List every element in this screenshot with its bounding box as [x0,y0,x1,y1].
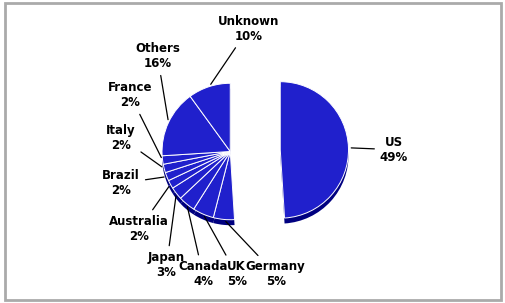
Text: Others
16%: Others 16% [135,42,180,120]
Wedge shape [165,157,230,186]
Text: Brazil
2%: Brazil 2% [102,169,164,197]
Wedge shape [193,157,230,223]
Wedge shape [213,157,234,225]
Wedge shape [168,152,230,188]
Wedge shape [165,152,230,181]
Wedge shape [162,157,230,170]
Wedge shape [162,102,230,161]
Wedge shape [280,82,348,218]
Wedge shape [180,152,230,209]
Wedge shape [280,87,348,224]
Wedge shape [163,157,230,178]
Text: Canada
4%: Canada 4% [178,207,227,288]
Text: UK
5%: UK 5% [204,217,246,288]
Wedge shape [163,152,230,173]
Text: Germany
5%: Germany 5% [225,221,305,288]
Wedge shape [193,152,230,218]
Wedge shape [172,152,230,198]
Wedge shape [180,157,230,215]
Text: Italy
2%: Italy 2% [106,124,162,167]
Wedge shape [162,152,230,164]
Text: Japan
3%: Japan 3% [148,196,185,279]
Wedge shape [168,157,230,194]
Wedge shape [213,152,234,220]
Wedge shape [172,157,230,204]
Wedge shape [190,89,230,157]
Text: Australia
2%: Australia 2% [109,187,169,243]
Text: Unknown
10%: Unknown 10% [210,15,279,84]
Wedge shape [190,83,230,152]
Text: France
2%: France 2% [108,81,161,158]
Text: US
49%: US 49% [350,136,408,164]
Wedge shape [162,96,230,156]
